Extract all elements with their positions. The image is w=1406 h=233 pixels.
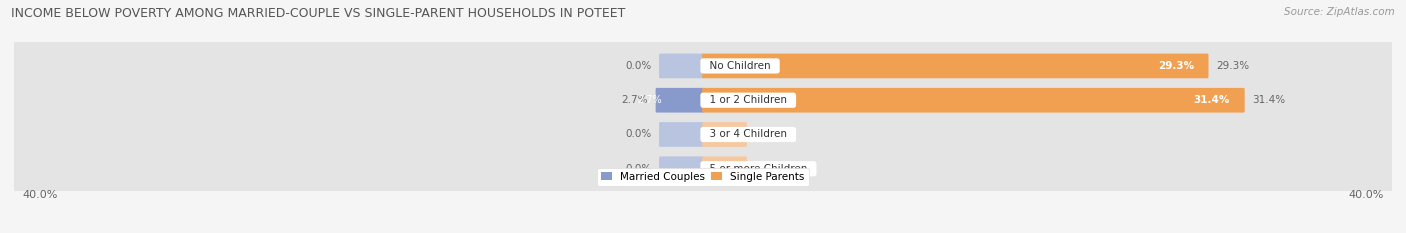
Text: 1 or 2 Children: 1 or 2 Children xyxy=(703,95,793,105)
Text: 29.3%: 29.3% xyxy=(1216,61,1250,71)
Text: INCOME BELOW POVERTY AMONG MARRIED-COUPLE VS SINGLE-PARENT HOUSEHOLDS IN POTEET: INCOME BELOW POVERTY AMONG MARRIED-COUPL… xyxy=(11,7,626,20)
Text: 3 or 4 Children: 3 or 4 Children xyxy=(703,130,793,140)
Text: 0.0%: 0.0% xyxy=(755,164,780,174)
Text: 31.4%: 31.4% xyxy=(1194,95,1230,105)
Text: 0.0%: 0.0% xyxy=(626,130,651,140)
FancyBboxPatch shape xyxy=(702,54,1209,78)
Text: No Children: No Children xyxy=(703,61,778,71)
FancyBboxPatch shape xyxy=(659,156,704,181)
FancyBboxPatch shape xyxy=(14,138,1392,199)
FancyBboxPatch shape xyxy=(14,104,1392,165)
FancyBboxPatch shape xyxy=(14,70,1392,131)
FancyBboxPatch shape xyxy=(702,122,747,147)
Text: 0.0%: 0.0% xyxy=(755,130,780,140)
Text: 2.7%: 2.7% xyxy=(637,95,662,105)
Text: 31.4%: 31.4% xyxy=(1253,95,1285,105)
Text: 40.0%: 40.0% xyxy=(1348,190,1384,200)
Legend: Married Couples, Single Parents: Married Couples, Single Parents xyxy=(598,168,808,186)
FancyBboxPatch shape xyxy=(659,54,704,78)
Text: 40.0%: 40.0% xyxy=(22,190,58,200)
Text: 29.3%: 29.3% xyxy=(1157,61,1194,71)
Text: 0.0%: 0.0% xyxy=(626,61,651,71)
FancyBboxPatch shape xyxy=(655,88,704,113)
Text: 2.7%: 2.7% xyxy=(621,95,648,105)
FancyBboxPatch shape xyxy=(659,122,704,147)
FancyBboxPatch shape xyxy=(14,35,1392,96)
Text: 0.0%: 0.0% xyxy=(626,164,651,174)
FancyBboxPatch shape xyxy=(702,156,747,181)
Text: Source: ZipAtlas.com: Source: ZipAtlas.com xyxy=(1284,7,1395,17)
Text: 5 or more Children: 5 or more Children xyxy=(703,164,814,174)
FancyBboxPatch shape xyxy=(702,88,1244,113)
